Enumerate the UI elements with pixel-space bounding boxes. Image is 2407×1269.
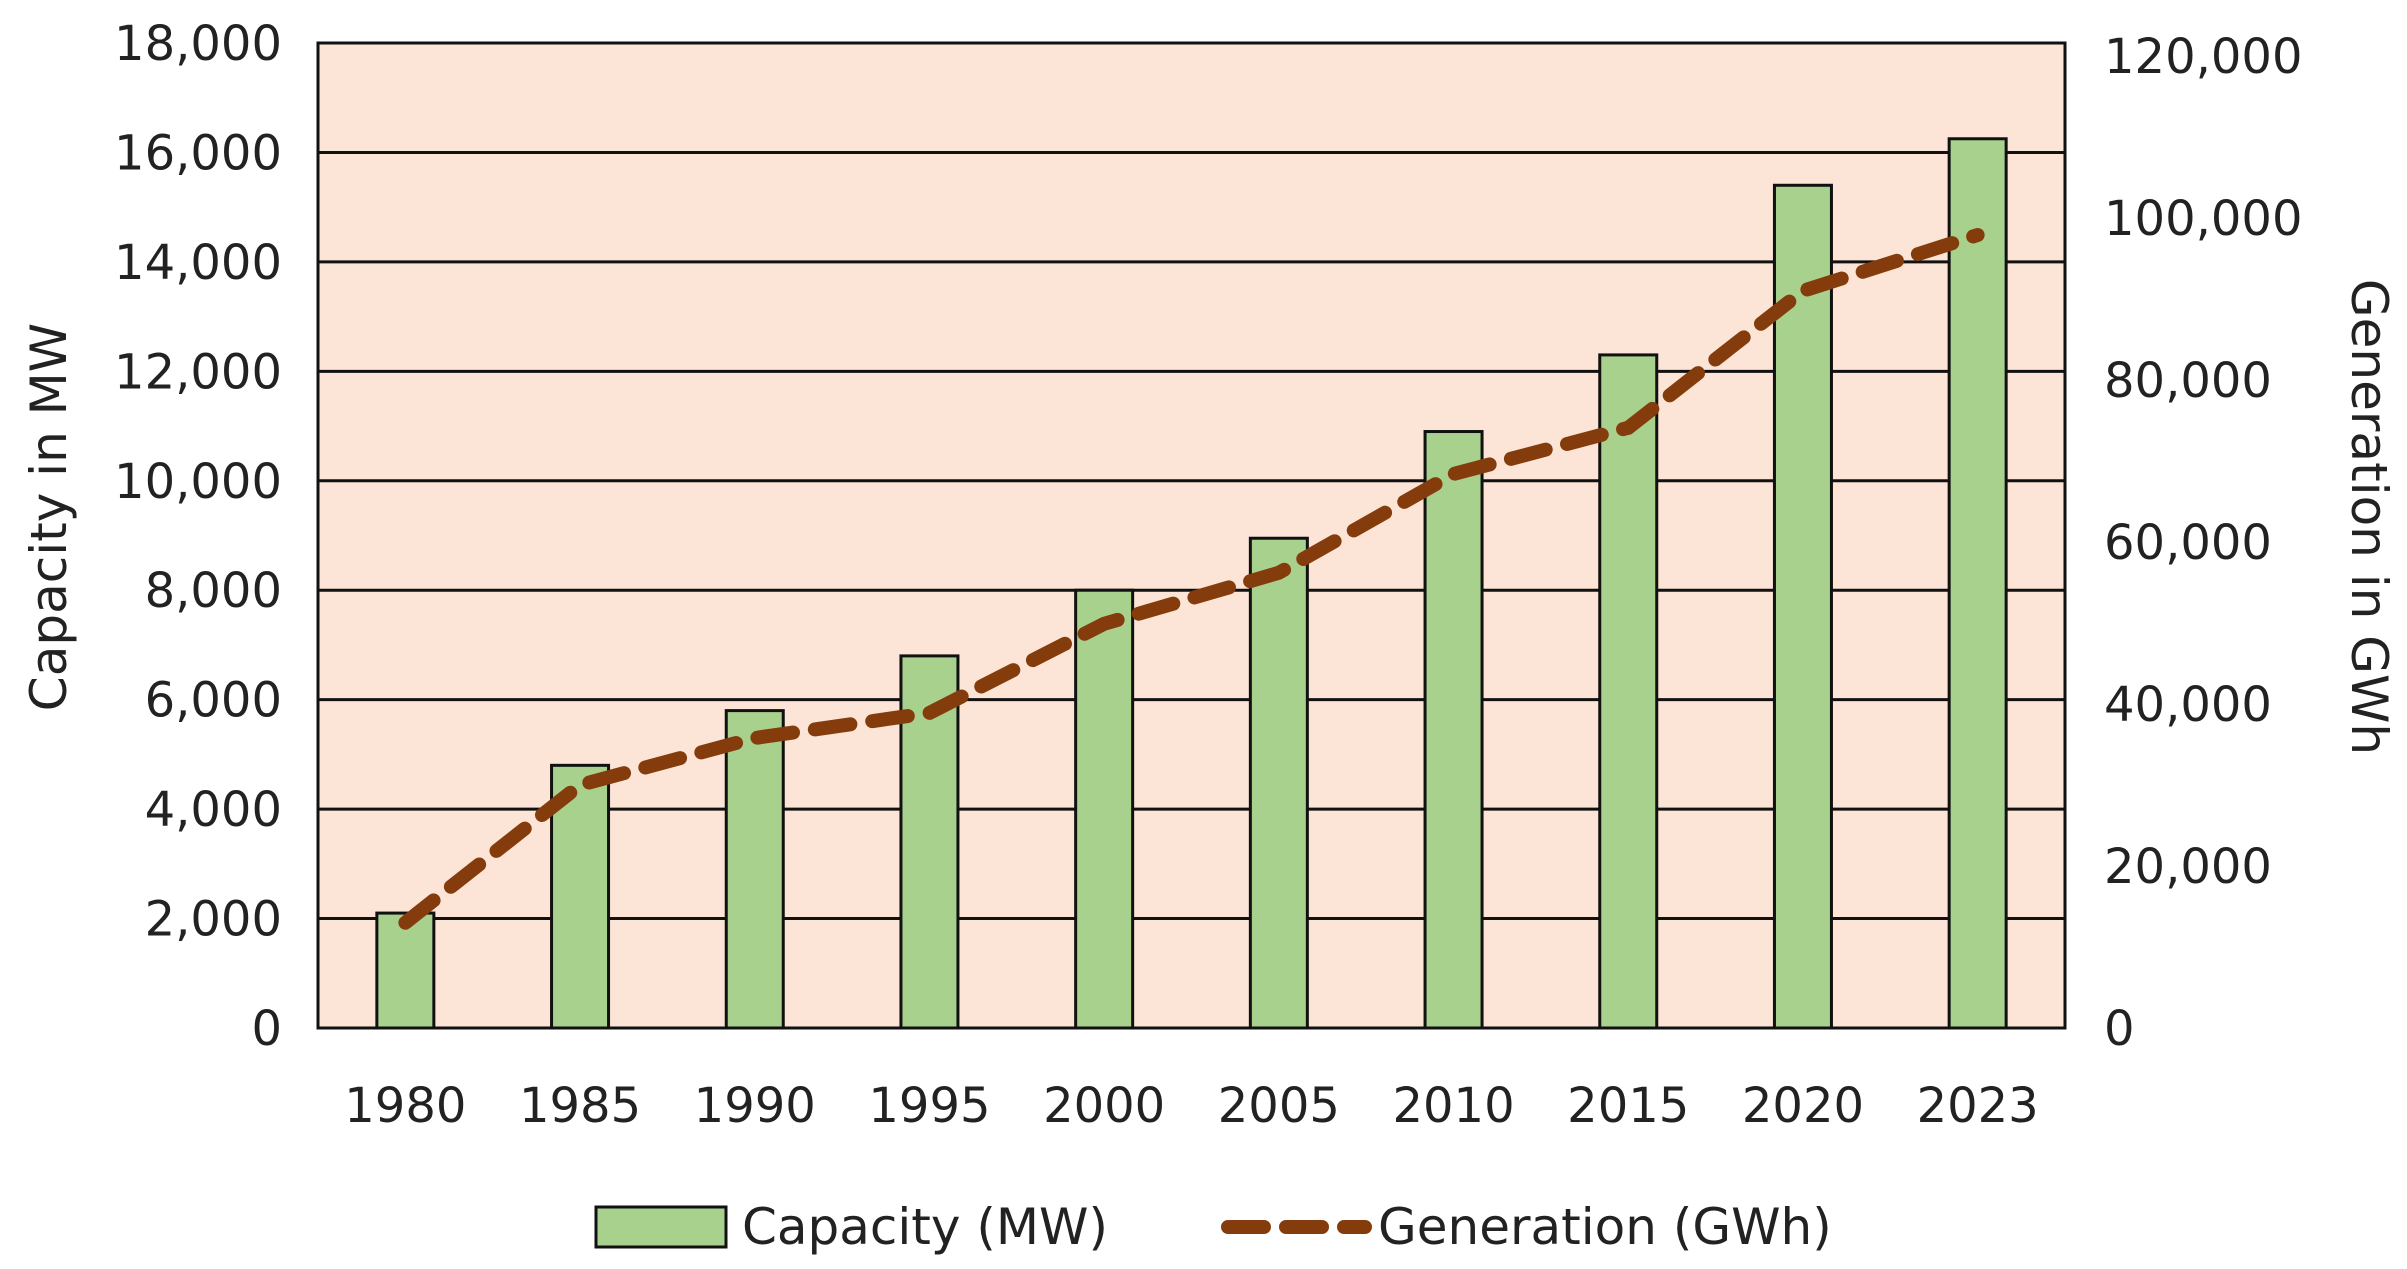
bar-capacity-2015 <box>1598 353 1659 1030</box>
legend-swatch-capacity <box>594 1205 728 1249</box>
y2-tick-label: 80,000 <box>2104 353 2272 409</box>
bar-capacity-2023 <box>1947 137 2008 1030</box>
y-tick-label: 0 <box>251 1001 282 1057</box>
x-tick-label: 2010 <box>1392 1078 1514 1134</box>
x-tick-label: 2005 <box>1218 1078 1340 1134</box>
bar-capacity-2005 <box>1248 536 1309 1030</box>
y-tick-label: 10,000 <box>114 454 282 510</box>
bar-capacity-2000 <box>1074 588 1135 1030</box>
x-tick-label: 2015 <box>1567 1078 1689 1134</box>
x-tick-label: 2023 <box>1917 1078 2039 1134</box>
y-tick-label: 2,000 <box>145 892 282 948</box>
x-tick-label: 1985 <box>519 1078 641 1134</box>
bar-capacity-1980 <box>375 911 436 1030</box>
generation-line <box>398 228 1985 930</box>
x-tick-label: 1995 <box>868 1078 990 1134</box>
y2-tick-label: 100,000 <box>2104 191 2303 247</box>
bar-capacity-1985 <box>550 763 611 1030</box>
legend: Capacity (MW) Generation (GWh) <box>594 1198 1832 1256</box>
y2-axis-title: Generation in GWh <box>2340 279 2398 755</box>
y-tick-label: 18,000 <box>114 16 282 72</box>
y-tick-label: 8,000 <box>145 563 282 619</box>
y-tick-label: 16,000 <box>114 125 282 181</box>
y-axis-title: Capacity in MW <box>20 323 78 711</box>
x-tick-label: 2000 <box>1043 1078 1165 1134</box>
y2-tick-label: 40,000 <box>2104 677 2272 733</box>
y-tick-label: 6,000 <box>145 673 282 729</box>
y-tick-label: 4,000 <box>145 782 282 838</box>
y2-tick-label: 20,000 <box>2104 839 2272 895</box>
x-tick-label: 1990 <box>694 1078 816 1134</box>
x-tick-label: 2020 <box>1742 1078 1864 1134</box>
plot-frame <box>316 41 2067 1030</box>
y-tick-label: 12,000 <box>114 344 282 400</box>
bar-capacity-2020 <box>1772 183 1833 1030</box>
x-tick-label: 1980 <box>344 1078 466 1134</box>
y-tick-label: 14,000 <box>114 235 282 291</box>
bar-capacity-2010 <box>1423 430 1484 1030</box>
legend-label-capacity: Capacity (MW) <box>742 1198 1108 1256</box>
y2-tick-label: 60,000 <box>2104 515 2272 571</box>
bar-capacity-1990 <box>724 709 785 1030</box>
legend-label-generation: Generation (GWh) <box>1378 1198 1832 1256</box>
y2-tick-label: 0 <box>2104 1001 2135 1057</box>
y2-tick-label: 120,000 <box>2104 29 2303 85</box>
